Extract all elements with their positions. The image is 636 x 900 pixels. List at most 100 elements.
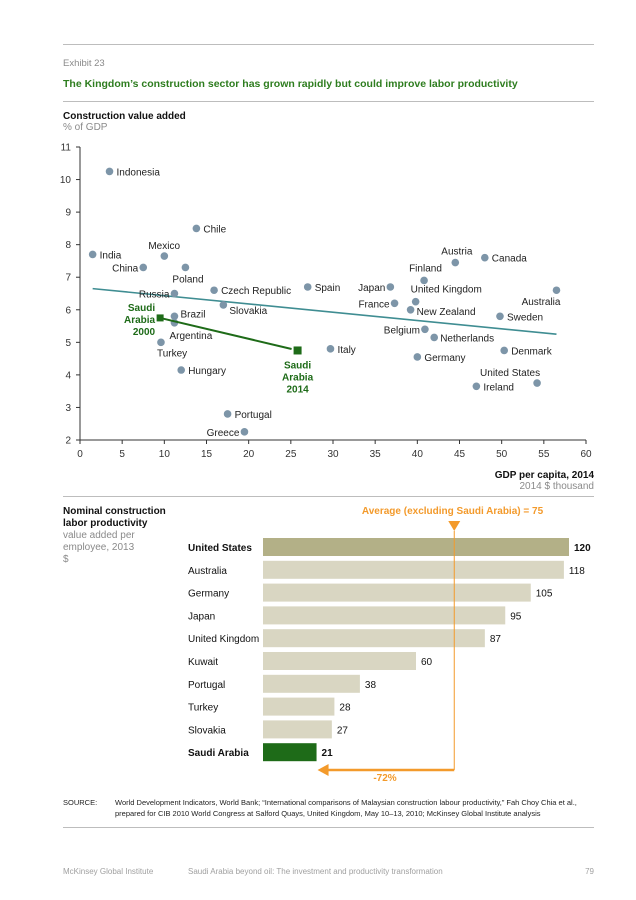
average-label: Average (excluding Saudi Arabia) = 75 [361,506,544,517]
point-label: Poland [172,274,203,285]
point-label: Mexico [148,241,180,252]
bar-category-label: Japan [188,611,215,622]
point-label: Portugal [235,410,272,421]
point-label: United Kingdom [411,285,482,296]
point-label: Sweden [507,312,543,323]
saudi-2000-label: Arabia [124,315,156,326]
scatter-point [413,353,422,361]
y-tick-label: 5 [65,338,71,349]
bar-subtitle: value added per employee, 2013 $ [63,530,183,566]
scatter-point [181,263,190,272]
bar-value-label: 87 [490,634,502,645]
bar-category-label: Australia [188,566,227,577]
scatter-point [496,312,504,321]
point-label: Hungary [188,366,226,377]
point-label: Canada [492,254,527,265]
bar-value-label: 28 [339,703,351,714]
bar [263,674,360,693]
bar [263,652,416,670]
headline-rule [63,101,594,102]
x-tick-label: 50 [496,449,508,460]
point-label: Spain [315,283,341,294]
y-tick-label: 11 [61,143,72,154]
bar-value-label: 27 [337,725,349,736]
bar-value-label: 118 [569,566,585,577]
source-text: World Development Indicators, World Bank… [115,798,577,818]
point-label: Belgium [384,325,420,336]
saudi-2014-label: Arabia [282,372,314,383]
source-label: SOURCE: [63,798,98,807]
x-tick-label: 55 [538,449,550,460]
point-label: Argentina [169,331,212,342]
bar-category-label: Kuwait [188,657,218,668]
point-label: Denmark [511,346,553,357]
bar [263,743,317,762]
scatter-x-label: GDP per capita, 2014 [494,470,594,481]
trend-line [92,287,557,335]
point-label: Japan [358,283,385,294]
scatter-point [219,301,228,309]
scatter-point [500,346,508,355]
saudi-2014-marker [293,346,302,355]
point-label: Russia [139,290,170,301]
scatter-point [390,299,399,308]
scatter-point [157,338,165,347]
scatter-title: Construction value added [63,111,186,122]
scatter-point [170,289,179,298]
x-tick-label: 5 [119,449,125,460]
bar-unit: $ [63,554,69,565]
point-label: Indonesia [117,167,161,178]
average-marker [448,521,461,531]
y-tick-label: 7 [65,273,71,284]
point-label: Turkey [157,348,187,359]
y-tick-label: 3 [65,403,71,414]
scatter-point [240,428,249,436]
footer-page: 79 [585,867,594,876]
scatter-point [88,250,97,259]
bar [263,720,332,739]
scatter-x-unit: 2014 $ thousand [519,481,594,492]
footer-report: Saudi Arabia beyond oil: The investment … [188,867,443,876]
scatter-point [105,167,114,176]
scatter-point [406,305,415,314]
point-label: Ireland [483,382,514,393]
bar [263,560,564,579]
scatter-point [472,382,481,391]
bar [263,629,485,648]
scatter-point [386,283,395,291]
scatter-point [481,253,489,262]
point-label: New Zealand [417,307,476,318]
point-label: Chile [203,224,226,235]
point-label: Australia [522,297,561,308]
scatter-point [192,224,201,233]
delta-label: -72% [373,773,397,784]
point-label: United States [480,368,540,379]
saudi-2000-label: 2000 [133,327,156,338]
exhibit-number: Exhibit 23 [63,58,105,69]
bar-category-label: United Kingdom [188,634,259,645]
x-tick-label: 20 [243,449,255,460]
scatter-point [420,276,428,285]
bar-category-label: Slovakia [188,725,226,736]
y-tick-label: 2 [65,436,71,447]
bar-category-label: Germany [188,589,229,600]
point-label: Slovakia [229,306,267,317]
bar-value-label: 38 [365,680,377,691]
point-label: Czech Republic [221,286,291,297]
scatter-point [303,283,312,291]
point-label: Germany [424,353,465,364]
bar-value-label: 21 [322,748,334,759]
bar-value-label: 95 [510,611,522,622]
bar-chart: United States 120 Australia 118 Germany 105 Ja… [188,521,591,776]
point-label: China [112,263,139,274]
exhibit-headline: The Kingdom’s construction sector has gr… [63,78,518,90]
gap-arrow-head [317,764,329,776]
point-label: France [358,299,390,310]
saudi-2014-label: Saudi [284,360,311,371]
scatter-point [451,258,460,267]
scatter-point [139,263,148,272]
x-tick-label: 40 [412,449,424,460]
x-tick-label: 30 [327,449,339,460]
bar-value-label: 105 [536,589,553,600]
